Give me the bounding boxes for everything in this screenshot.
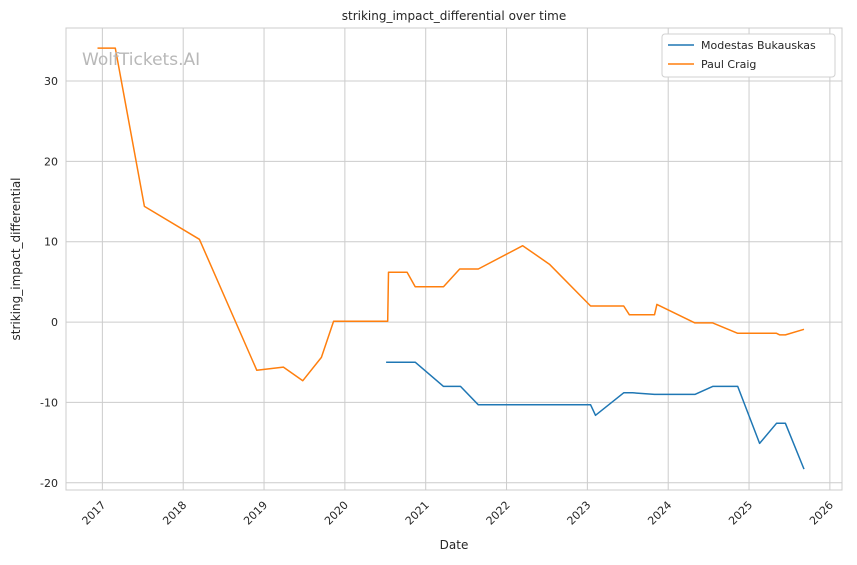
x-tick-label: 2023 — [565, 499, 594, 528]
legend-label-modestas: Modestas Bukauskas — [701, 39, 816, 52]
y-tick-label: 0 — [51, 316, 58, 329]
x-tick-label: 2017 — [80, 499, 109, 528]
watermark: WolfTickets.AI — [82, 50, 200, 70]
chart-title: striking_impact_differential over time — [342, 9, 567, 23]
x-tick-label: 2018 — [160, 499, 189, 528]
y-tick-labels: -20 -10 0 10 20 30 — [40, 75, 58, 490]
series-line-modestas-bukauskas — [386, 361, 805, 470]
x-tick-labels: 2017 2018 2019 2020 2021 2022 2023 2024 2025 2026 — [80, 499, 836, 528]
x-tick-label: 2022 — [484, 499, 513, 528]
y-axis-label: striking_impact_differential — [9, 177, 23, 340]
series-lines — [97, 47, 805, 470]
x-tick-label: 2021 — [403, 499, 432, 528]
x-axis-label: Date — [440, 538, 469, 552]
y-tick-label: 30 — [44, 75, 58, 88]
x-tick-label: 2025 — [726, 499, 755, 528]
legend-box — [661, 33, 836, 78]
series-line-paul-craig — [97, 47, 805, 382]
plot-area — [66, 28, 842, 490]
y-tick-label: 20 — [44, 155, 58, 168]
x-tick-label: 2019 — [241, 499, 270, 528]
legend: Modestas Bukauskas Paul Craig — [661, 33, 836, 78]
x-tick-label: 2026 — [807, 499, 836, 528]
grid-lines — [66, 28, 842, 490]
legend-label-paul: Paul Craig — [701, 58, 756, 71]
y-tick-label: -10 — [40, 396, 58, 409]
plot-border — [65, 27, 843, 491]
y-tick-label: 10 — [44, 236, 58, 249]
x-tick-label: 2020 — [322, 499, 351, 528]
y-tick-label: -20 — [40, 477, 58, 490]
x-tick-label: 2024 — [645, 499, 674, 528]
